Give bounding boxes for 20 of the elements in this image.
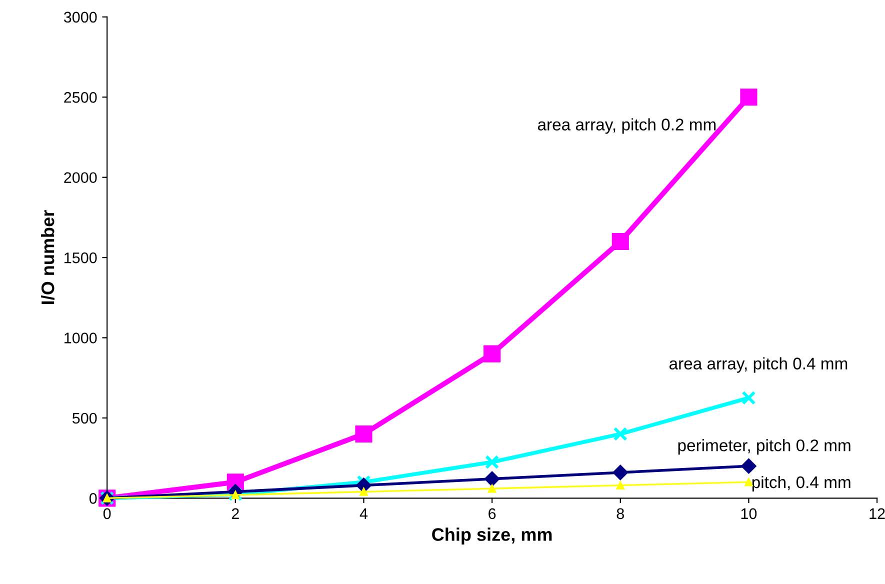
y-tick-label: 0 bbox=[89, 493, 97, 504]
x-tick-label: 6 bbox=[488, 508, 496, 520]
x-tick-label: 4 bbox=[360, 508, 368, 519]
x-tick-label: 8 bbox=[616, 508, 624, 520]
series-label: area array, pitch 0.2 mm bbox=[538, 118, 716, 134]
y-tick-label: 3000 bbox=[64, 12, 97, 23]
x-axis-title: Chip size, mm bbox=[432, 528, 552, 545]
y-tick-label: 1500 bbox=[64, 252, 97, 264]
series-label: pitch, 0.4 mm bbox=[752, 476, 850, 492]
x-tick-label: 0 bbox=[103, 508, 111, 520]
y-tick-label: 1000 bbox=[64, 332, 97, 344]
series-label: area array, pitch 0.4 mm bbox=[669, 357, 848, 373]
x-tick-label: 12 bbox=[870, 508, 885, 519]
y-tick-label: 500 bbox=[72, 412, 97, 424]
y-axis-title: I/O number bbox=[40, 210, 54, 304]
y-tick-label: 2000 bbox=[64, 172, 97, 184]
series-label: perimeter, pitch 0.2 mm bbox=[678, 439, 850, 455]
x-tick-label: 10 bbox=[741, 508, 757, 520]
y-tick-label: 2500 bbox=[64, 92, 97, 103]
x-tick-label: 2 bbox=[232, 508, 239, 519]
